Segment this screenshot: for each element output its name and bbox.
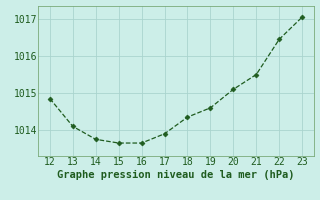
- X-axis label: Graphe pression niveau de la mer (hPa): Graphe pression niveau de la mer (hPa): [57, 170, 295, 180]
